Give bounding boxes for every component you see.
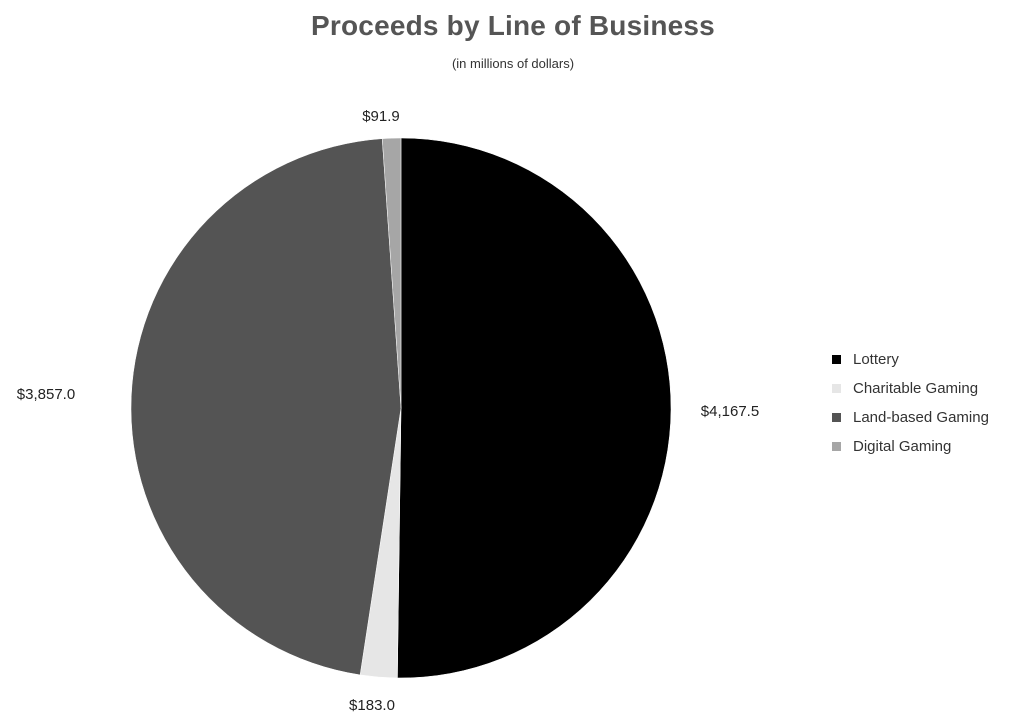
legend-swatch bbox=[832, 384, 841, 393]
legend-swatch bbox=[832, 413, 841, 422]
data-label-lottery: $4,167.5 bbox=[701, 403, 759, 420]
legend-swatch bbox=[832, 355, 841, 364]
legend-label: Land-based Gaming bbox=[853, 409, 989, 426]
pie-slice-lottery bbox=[397, 137, 672, 679]
legend-swatch bbox=[832, 442, 841, 451]
legend-label: Digital Gaming bbox=[853, 438, 952, 455]
pie-slice-land-based-gaming bbox=[130, 138, 402, 676]
legend-item: Digital Gaming bbox=[832, 432, 989, 461]
legend-label: Lottery bbox=[853, 351, 899, 368]
legend-item: Land-based Gaming bbox=[832, 403, 989, 432]
chart-title: Proceeds by Line of Business bbox=[311, 10, 715, 41]
legend-label: Charitable Gaming bbox=[853, 380, 979, 397]
legend-item: Lottery bbox=[832, 345, 989, 374]
pie-slice-digital-gaming bbox=[381, 137, 402, 409]
data-label-digital-gaming: $91.9 bbox=[362, 108, 400, 125]
legend-item: Charitable Gaming bbox=[832, 374, 989, 403]
chart-subtitle: (in millions of dollars) bbox=[451, 56, 575, 71]
data-label-land-based-gaming: $3,857.0 bbox=[17, 386, 75, 403]
data-label-charitable-gaming: $183.0 bbox=[349, 697, 395, 714]
legend: Lottery Charitable Gaming Land-based Gamin… bbox=[832, 345, 989, 461]
